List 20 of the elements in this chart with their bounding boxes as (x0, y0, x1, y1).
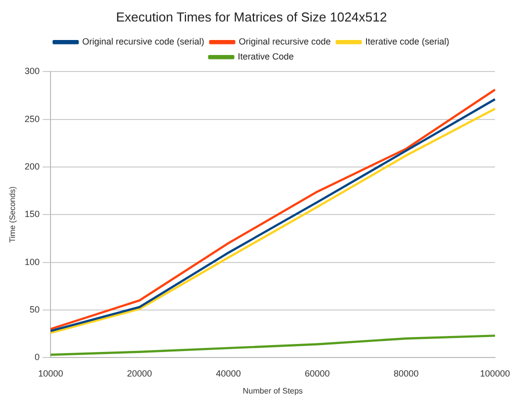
x-tick-label: 60000 (304, 368, 330, 378)
legend-label: Original recursive code (238, 36, 331, 47)
chart-title: Execution Times for Matrices of Size 1024x512 (116, 9, 387, 24)
legend-label: Iterative Code (238, 52, 294, 62)
x-axis-title: Number of Steps (242, 386, 303, 396)
x-tick-label: 40000 (216, 368, 241, 378)
legend-label: Iterative code (serial) (365, 36, 450, 47)
y-tick-label: 50 (30, 304, 40, 314)
y-tick-label: 300 (24, 66, 40, 76)
x-tick-label: 80000 (394, 368, 419, 378)
y-axis-title: Time (Seconds) (8, 186, 18, 243)
x-tick-label: 100000 (480, 368, 510, 378)
x-tick-label: 20000 (126, 368, 152, 378)
legend-label: Original recursive code (serial) (82, 36, 204, 47)
y-tick-label: 0 (34, 352, 40, 362)
x-tick-label: 10000 (38, 368, 64, 378)
y-tick-label: 200 (24, 161, 40, 172)
y-tick-label: 100 (24, 256, 40, 267)
y-tick-label: 250 (24, 114, 40, 124)
y-tick-label: 150 (24, 209, 40, 220)
